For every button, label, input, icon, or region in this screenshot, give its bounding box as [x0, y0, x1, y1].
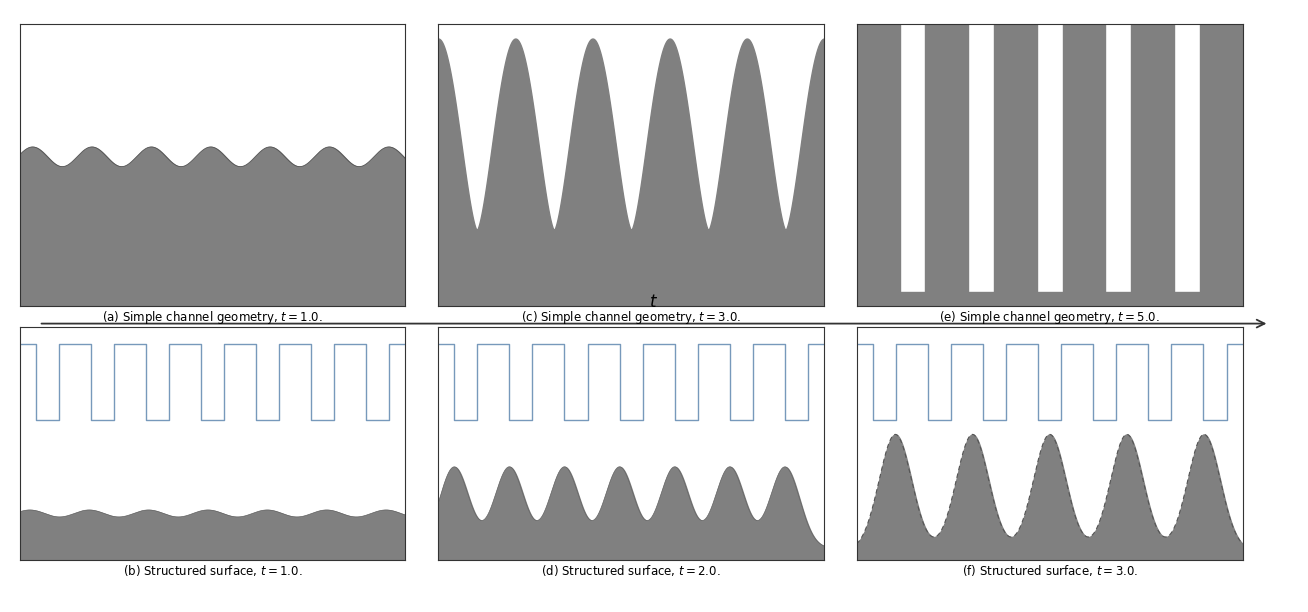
Text: (c) Simple channel geometry, $t = 3.0$.: (c) Simple channel geometry, $t = 3.0$. [521, 309, 742, 326]
Text: (a) Simple channel geometry, $t = 1.0$.: (a) Simple channel geometry, $t = 1.0$. [102, 309, 323, 326]
Text: (f) Structured surface, $t = 3.0$.: (f) Structured surface, $t = 3.0$. [961, 563, 1138, 578]
Text: $t$: $t$ [650, 293, 658, 311]
Text: (b) Structured surface, $t = 1.0$.: (b) Structured surface, $t = 1.0$. [123, 563, 302, 578]
Text: (d) Structured surface, $t = 2.0$.: (d) Structured surface, $t = 2.0$. [542, 563, 721, 578]
Text: (e) Simple channel geometry, $t = 5.0$.: (e) Simple channel geometry, $t = 5.0$. [939, 309, 1160, 326]
